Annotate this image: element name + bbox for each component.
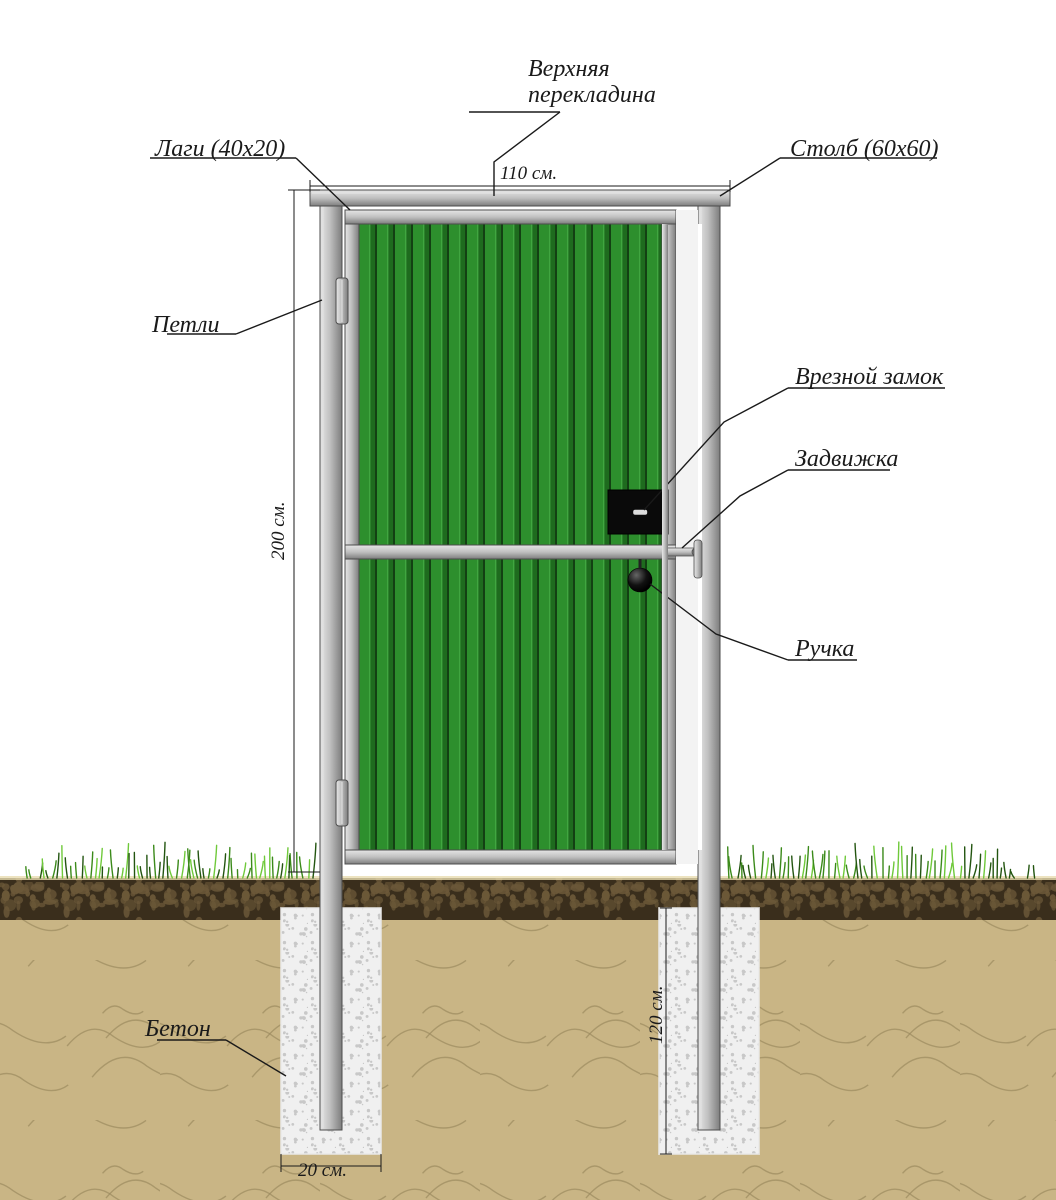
label-top-crossbar: Верхняяперекладина xyxy=(528,56,656,108)
label-concrete: Бетон xyxy=(145,1016,211,1043)
label-post: Столб (60х60) xyxy=(790,136,939,163)
dim-height-left: 200 см. xyxy=(268,501,290,560)
diagram-stage: Верхняяперекладина Лаги (40х20) Столб (6… xyxy=(0,0,1056,1200)
dim-foot-bottom: 20 см. xyxy=(298,1160,347,1182)
label-lagi: Лаги (40х20) xyxy=(155,136,285,163)
label-hinges: Петли xyxy=(152,312,219,339)
label-mortise-lock: Врезной замок xyxy=(795,364,943,391)
dim-width-top: 110 см. xyxy=(500,163,557,185)
label-latch: Задвижка xyxy=(795,446,898,473)
label-handle: Ручка xyxy=(795,636,854,663)
dim-depth-right: 120 см. xyxy=(646,985,668,1044)
